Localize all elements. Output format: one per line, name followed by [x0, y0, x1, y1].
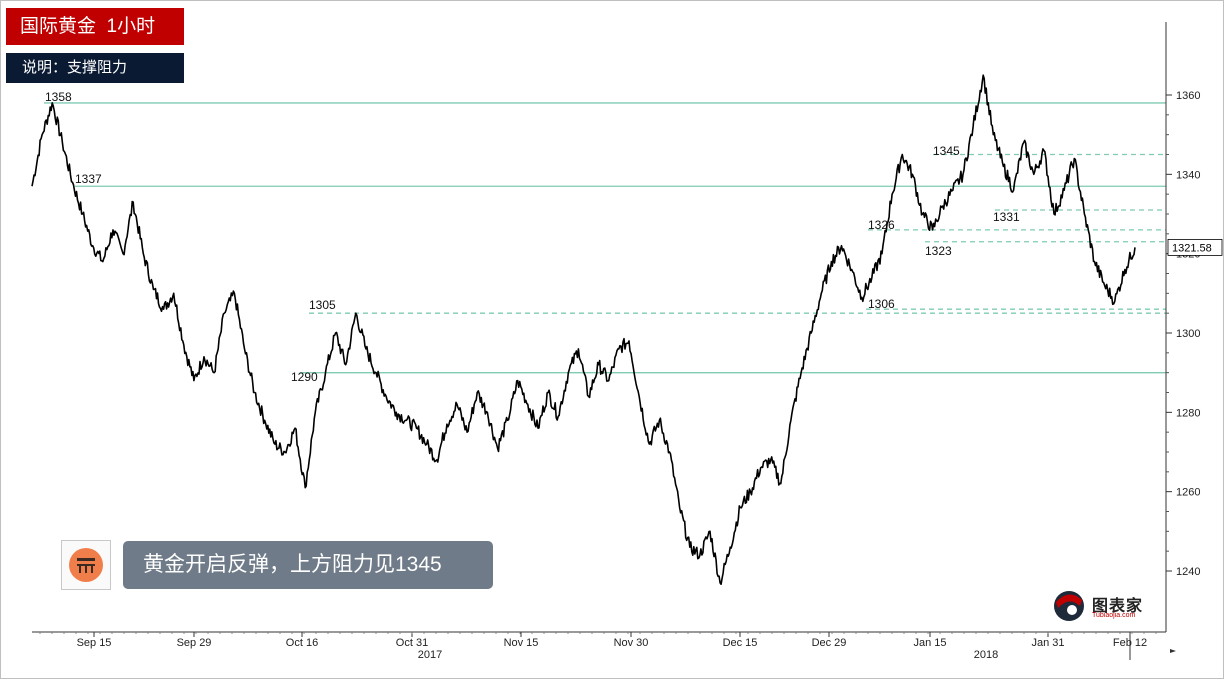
x-tick-label: Jan 15 [913, 637, 946, 649]
level-label-1337: 1337 [75, 172, 102, 186]
analysis-callout: 黄金开启反弹，上方阻力见1345 [123, 541, 493, 589]
last-price-tag [1167, 238, 1223, 256]
level-label-1331: 1331 [993, 210, 1020, 224]
y-tick-label: 1300 [1176, 328, 1200, 340]
x-tick-label: Dec 29 [812, 637, 847, 649]
broker-logo [61, 540, 111, 590]
x-year-label: 2017 [418, 649, 442, 661]
level-label-1345: 1345 [933, 144, 960, 158]
x-axis-arrow-icon [1170, 649, 1176, 653]
price-line [31, 74, 1136, 585]
last-price-label: 1321.58 [1172, 242, 1212, 254]
x-tick-label: Dec 15 [723, 637, 758, 649]
level-label-1323: 1323 [925, 244, 952, 258]
brand-site: Tubiaojia.com [1092, 612, 1136, 619]
brand-name: 图表家 [1092, 598, 1144, 615]
brand-head-icon [1054, 591, 1084, 621]
chart-title: 国际黄金 1小时 [6, 8, 184, 45]
x-tick-label: Sep 15 [77, 637, 112, 649]
y-tick-label: 1260 [1176, 487, 1200, 499]
chart-subtitle: 说明：支撑阻力 [6, 53, 184, 83]
x-tick-label: Jan 31 [1031, 637, 1064, 649]
x-tick-label: Sep 29 [177, 637, 212, 649]
y-tick-label: 1280 [1176, 407, 1200, 419]
y-tick-label: 1340 [1176, 169, 1200, 181]
level-labels: 1358 1337 1305 1290 1345 1331 1326 1323 1306 [45, 90, 1020, 384]
x-tick-label: Nov 15 [504, 637, 539, 649]
level-label-1306: 1306 [868, 297, 895, 311]
x-tick-label: Oct 31 [396, 637, 428, 649]
level-lines [44, 102, 1166, 374]
logo-circle-icon [69, 548, 103, 582]
y-tick-label: 1360 [1176, 90, 1200, 102]
x-tick-label: Oct 16 [286, 637, 318, 649]
brand-watermark: 图表家 Tubiaojia.com [1050, 588, 1160, 624]
x-tick-label: Nov 30 [614, 637, 649, 649]
x-year-label: 2018 [974, 649, 998, 661]
y-tick-label: 1240 [1176, 566, 1200, 578]
level-label-1326: 1326 [868, 218, 895, 232]
logo-mark-icon [77, 558, 95, 573]
level-label-1305: 1305 [309, 298, 336, 312]
level-label-1358: 1358 [45, 90, 72, 104]
price-series [31, 74, 1136, 585]
level-label-1290: 1290 [291, 370, 318, 384]
